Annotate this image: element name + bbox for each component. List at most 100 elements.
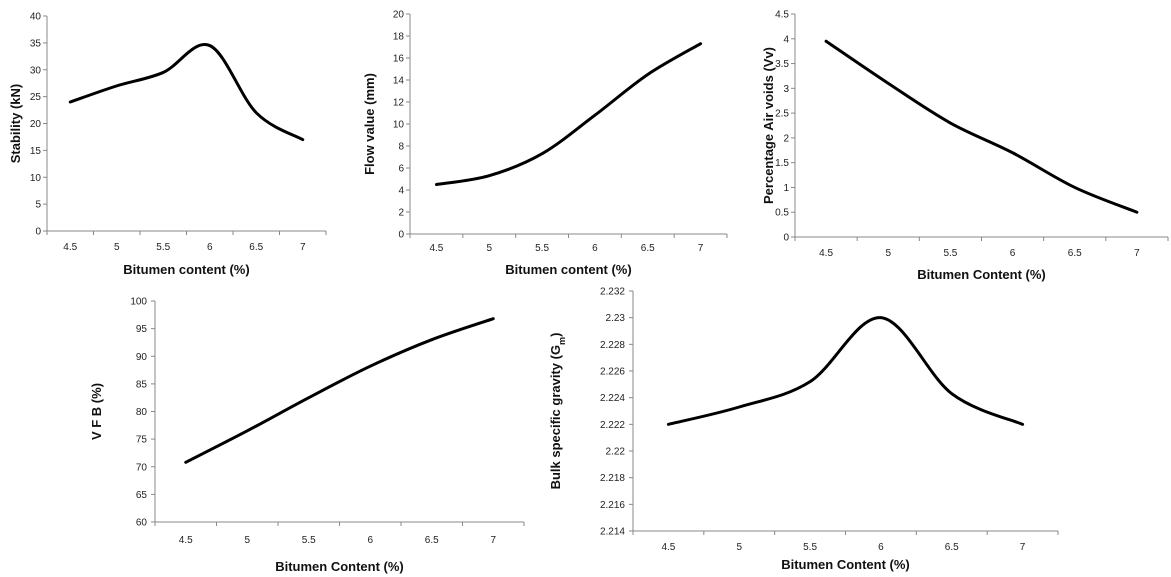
series-line-1 bbox=[666, 316, 1025, 426]
y-tick-label: 0 bbox=[35, 227, 41, 238]
y-tick-label: 100 bbox=[130, 297, 147, 308]
y-tick-label: 6 bbox=[398, 164, 404, 175]
y-tick-label: 3.5 bbox=[775, 59, 789, 70]
y-tick-label: 2.224 bbox=[600, 393, 625, 404]
y-tick-label: 2.232 bbox=[600, 287, 625, 298]
x-tick-label: 6 bbox=[207, 242, 213, 253]
x-tick-label: 7 bbox=[1134, 248, 1140, 259]
y-tick-label: 85 bbox=[136, 379, 148, 390]
y-axis-label: Percentage Air voids (Vv) bbox=[761, 47, 776, 204]
x-axis-label: Bitumen Content (%) bbox=[781, 557, 910, 572]
x-axis-label: Bitumen content (%) bbox=[505, 262, 631, 277]
y-axis-label: V F B (%) bbox=[89, 383, 104, 440]
y-tick-label: 18 bbox=[393, 32, 405, 43]
x-tick-label: 5.5 bbox=[803, 542, 817, 553]
y-tick-label: 2.22 bbox=[606, 447, 626, 458]
y-tick-label: 10 bbox=[393, 120, 405, 131]
y-tick-label: 40 bbox=[30, 12, 42, 23]
y-tick-label: 80 bbox=[136, 407, 148, 418]
y-tick-label: 10 bbox=[30, 173, 42, 184]
x-tick-label: 5 bbox=[114, 242, 120, 253]
x-tick-label: 5.5 bbox=[535, 243, 549, 254]
series-line-1 bbox=[68, 43, 305, 142]
y-tick-label: 0 bbox=[783, 233, 789, 244]
y-tick-label: 90 bbox=[136, 352, 148, 363]
y-tick-label: 95 bbox=[136, 324, 148, 335]
x-tick-label: 6.5 bbox=[945, 542, 959, 553]
y-tick-label: 1.5 bbox=[775, 158, 789, 169]
y-tick-label: 2.5 bbox=[775, 109, 789, 120]
y-axis-label-text: Flow value (mm) bbox=[362, 73, 377, 175]
y-tick-label: 35 bbox=[30, 38, 42, 49]
y-tick-label: 2.23 bbox=[606, 313, 626, 324]
y-tick-label: 2 bbox=[398, 208, 404, 219]
y-tick-label: 70 bbox=[136, 462, 148, 473]
x-tick-label: 6 bbox=[592, 243, 598, 254]
x-tick-label: 4.5 bbox=[179, 535, 193, 546]
y-axis-label-subscript: m bbox=[557, 337, 567, 345]
chart-2: 0 2 4 6 8 10 12 14 16 18 20 4.5 5 5.5 6 6.5 7 Bitumen con… bbox=[362, 10, 728, 277]
x-tick-label: 6 bbox=[878, 542, 884, 553]
y-axis-label: Flow value (mm) bbox=[362, 73, 377, 175]
x-tick-label: 7 bbox=[1020, 542, 1026, 553]
y-tick-label: 3 bbox=[783, 84, 789, 95]
x-tick-label: 4.5 bbox=[429, 243, 443, 254]
x-tick-label: 5.5 bbox=[943, 248, 957, 259]
series-line-1 bbox=[824, 39, 1139, 214]
x-tick-label: 5.5 bbox=[156, 242, 170, 253]
x-tick-label: 4.5 bbox=[819, 248, 833, 259]
chart-3: 0 0.5 1 1.5 2 2.5 3 3.5 4 4.5 4.5 5 5.5 6 6.5 7 Bitumen … bbox=[761, 10, 1169, 282]
y-tick-label: 4 bbox=[398, 186, 404, 197]
y-tick-label: 30 bbox=[30, 65, 42, 76]
y-tick-label: 75 bbox=[136, 435, 148, 446]
y-tick-label: 65 bbox=[136, 490, 148, 501]
x-tick-label: 7 bbox=[300, 242, 306, 253]
y-tick-label: 1 bbox=[783, 183, 789, 194]
x-tick-label: 6.5 bbox=[249, 242, 263, 253]
x-axis-label: Bitumen Content (%) bbox=[275, 559, 404, 574]
x-axis-label: Bitumen content (%) bbox=[123, 262, 249, 277]
x-tick-label: 6.5 bbox=[1068, 248, 1082, 259]
y-tick-label: 2.228 bbox=[600, 340, 625, 351]
y-tick-label: 12 bbox=[393, 98, 405, 109]
y-tick-label: 2.226 bbox=[600, 367, 625, 378]
y-tick-label: 2.216 bbox=[600, 500, 625, 511]
y-tick-label: 15 bbox=[30, 146, 42, 157]
x-tick-label: 5 bbox=[885, 248, 891, 259]
x-tick-label: 5 bbox=[736, 542, 742, 553]
x-tick-label: 5 bbox=[486, 243, 492, 254]
y-tick-label: 0 bbox=[398, 230, 404, 241]
chart-5: 2.214 2.216 2.218 2.22 2.222 2.224 2.226 2.228 2… bbox=[548, 287, 1059, 572]
y-axis-label-text: Stability (kN) bbox=[8, 84, 23, 163]
y-tick-label: 20 bbox=[393, 10, 405, 21]
x-tick-label: 4.5 bbox=[63, 242, 77, 253]
y-tick-label: 2 bbox=[783, 133, 789, 144]
y-tick-label: 4 bbox=[783, 34, 789, 45]
y-tick-label: 16 bbox=[393, 54, 405, 65]
x-tick-label: 5.5 bbox=[302, 535, 316, 546]
chart-1: 0 5 10 15 20 25 30 35 40 4.5 5 5.5 6 6.5 7 Bitumen cont… bbox=[8, 12, 327, 277]
y-tick-label: 60 bbox=[136, 518, 148, 529]
y-tick-label: 20 bbox=[30, 119, 42, 130]
chart-4: 60 65 70 75 80 85 90 95 100 4.5 5 5.5 6 6.5 7 Bitumen C… bbox=[89, 297, 525, 574]
x-tick-label: 6 bbox=[1010, 248, 1016, 259]
y-tick-label: 2.218 bbox=[600, 473, 625, 484]
x-tick-label: 7 bbox=[698, 243, 704, 254]
x-axis-label: Bitumen Content (%) bbox=[917, 267, 1046, 282]
x-tick-label: 7 bbox=[490, 535, 496, 546]
y-tick-label: 4.5 bbox=[775, 10, 789, 21]
y-axis-label: Bulk specific gravity (Gm) bbox=[548, 333, 567, 490]
series-line-1 bbox=[184, 317, 495, 464]
y-tick-label: 14 bbox=[393, 76, 405, 87]
x-tick-label: 6.5 bbox=[641, 243, 655, 254]
x-tick-label: 6.5 bbox=[425, 535, 439, 546]
x-tick-label: 6 bbox=[367, 535, 373, 546]
y-axis-label-text: V F B (%) bbox=[89, 383, 104, 440]
series-line-1 bbox=[434, 42, 703, 186]
y-tick-label: 8 bbox=[398, 142, 404, 153]
x-tick-label: 5 bbox=[244, 535, 250, 546]
y-axis-label-text: Bulk specific gravity (G bbox=[548, 345, 563, 490]
y-tick-label: 2.214 bbox=[600, 527, 625, 538]
x-tick-label: 4.5 bbox=[661, 542, 675, 553]
